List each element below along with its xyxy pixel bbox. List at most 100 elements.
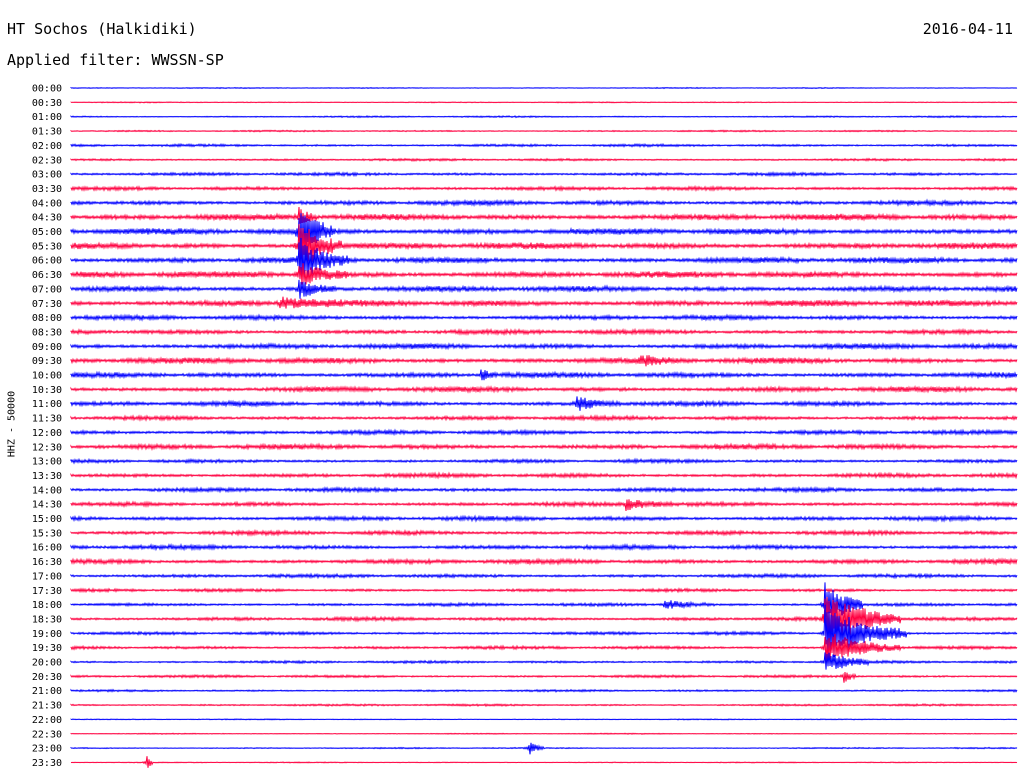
row-time-label: 22:30 <box>32 729 62 740</box>
trace-row-1630 <box>70 557 1018 566</box>
row-time-label: 20:00 <box>32 658 62 669</box>
station-title: HT Sochos (Halkidiki) <box>7 20 197 38</box>
trace-row-1930 <box>70 633 1018 664</box>
row-time-label: 06:30 <box>32 270 62 281</box>
row-time-label: 09:30 <box>32 356 62 367</box>
row-time-label: 04:00 <box>32 198 62 209</box>
row-time-label: 19:00 <box>32 629 62 640</box>
row-time-label: 00:30 <box>32 98 62 109</box>
trace-row-1200 <box>70 428 1018 437</box>
trace-row-0530 <box>70 224 1018 269</box>
trace-row-0630 <box>70 263 1018 285</box>
row-time-label: 20:30 <box>32 672 62 683</box>
trace-row-1730 <box>70 587 1018 594</box>
row-time-label: 19:30 <box>32 643 62 654</box>
trace-row-0600 <box>70 237 1018 281</box>
row-time-label: 04:30 <box>32 213 62 224</box>
trace-row-2300 <box>70 742 1018 755</box>
row-time-label: 08:00 <box>32 313 62 324</box>
trace-row-0400 <box>70 198 1018 208</box>
row-time-label: 21:30 <box>32 701 62 712</box>
row-time-label: 05:30 <box>32 241 62 252</box>
trace-row-2200 <box>70 718 1018 721</box>
row-time-label: 03:00 <box>32 170 62 181</box>
row-time-label: 10:30 <box>32 385 62 396</box>
row-time-label: 00:00 <box>32 84 62 95</box>
row-time-label: 06:00 <box>32 256 62 267</box>
row-time-label: 13:30 <box>32 471 62 482</box>
row-time-label: 15:00 <box>32 514 62 525</box>
row-time-label: 02:00 <box>32 141 62 152</box>
trace-row-2000 <box>70 652 1018 670</box>
trace-row-0900 <box>70 342 1018 351</box>
row-time-label: 11:00 <box>32 399 62 410</box>
trace-row-0430 <box>70 206 1018 224</box>
row-time-label: 07:00 <box>32 284 62 295</box>
trace-row-1100 <box>70 396 1018 411</box>
trace-row-2030 <box>70 671 1018 683</box>
trace-row-1800 <box>70 582 1018 623</box>
trace-row-0830 <box>70 327 1018 337</box>
trace-row-0000 <box>70 86 1018 90</box>
filter-label: Applied filter: WWSSN-SP <box>7 51 224 69</box>
trace-row-0500 <box>70 213 1018 255</box>
row-time-label: 22:00 <box>32 715 62 726</box>
trace-row-0300 <box>70 170 1018 178</box>
trace-row-1600 <box>70 543 1018 552</box>
trace-row-1830 <box>70 596 1018 647</box>
trace-row-0800 <box>70 313 1018 322</box>
row-time-label: 18:30 <box>32 614 62 625</box>
trace-row-2100 <box>70 688 1018 693</box>
row-time-label: 02:30 <box>32 155 62 166</box>
trace-row-0200 <box>70 142 1018 148</box>
trace-row-1900 <box>70 604 1018 658</box>
trace-row-1400 <box>70 485 1018 494</box>
row-time-label: 23:30 <box>32 758 62 769</box>
row-time-label: 13:00 <box>32 457 62 468</box>
row-time-label: 12:30 <box>32 442 62 453</box>
trace-row-1130 <box>70 414 1018 422</box>
trace-row-0730 <box>70 296 1018 309</box>
row-time-label: 18:00 <box>32 600 62 611</box>
trace-row-0100 <box>70 115 1018 119</box>
row-time-label: 16:00 <box>32 543 62 554</box>
row-time-label: 09:00 <box>32 342 62 353</box>
trace-row-1030 <box>70 385 1018 394</box>
trace-row-1430 <box>70 499 1018 511</box>
row-time-label: 05:00 <box>32 227 62 238</box>
row-time-label: 17:30 <box>32 586 62 597</box>
date-label: 2016-04-11 <box>922 20 1013 38</box>
row-time-label: 23:00 <box>32 744 62 755</box>
row-time-label: 15:30 <box>32 528 62 539</box>
row-time-label: 07:30 <box>32 299 62 310</box>
trace-row-0130 <box>70 129 1018 133</box>
trace-row-1000 <box>70 369 1018 381</box>
row-time-label: 11:30 <box>32 414 62 425</box>
trace-row-0930 <box>70 355 1018 367</box>
row-time-label: 01:00 <box>32 112 62 123</box>
trace-row-2330 <box>70 756 1018 768</box>
trace-row-1500 <box>70 514 1018 523</box>
trace-row-0700 <box>70 279 1018 299</box>
row-time-label: 03:30 <box>32 184 62 195</box>
trace-row-0330 <box>70 184 1018 192</box>
trace-row-1530 <box>70 528 1018 537</box>
trace-row-0030 <box>70 101 1018 104</box>
row-time-label: 10:00 <box>32 371 62 382</box>
row-time-label: 14:00 <box>32 485 62 496</box>
row-time-label: 14:30 <box>32 500 62 511</box>
trace-row-0230 <box>70 157 1018 163</box>
row-time-label: 16:30 <box>32 557 62 568</box>
row-time-label: 17:00 <box>32 571 62 582</box>
trace-row-1700 <box>70 572 1018 580</box>
row-time-label: 12:00 <box>32 428 62 439</box>
trace-row-1300 <box>70 457 1018 465</box>
trace-row-2130 <box>70 702 1018 708</box>
row-time-label: 08:30 <box>32 327 62 338</box>
row-time-label: 21:00 <box>32 686 62 697</box>
trace-row-2230 <box>70 732 1018 736</box>
trace-row-1330 <box>70 471 1018 480</box>
trace-row-1230 <box>70 442 1018 451</box>
row-time-label: 01:30 <box>32 127 62 138</box>
